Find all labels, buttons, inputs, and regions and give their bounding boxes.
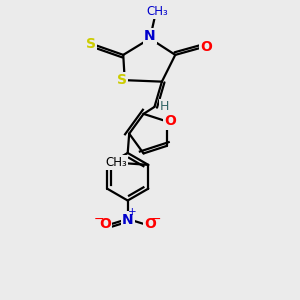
Text: H: H xyxy=(160,100,170,113)
Text: −: − xyxy=(94,212,104,226)
Text: +: + xyxy=(128,207,136,218)
Text: CH₃: CH₃ xyxy=(147,5,168,18)
Text: N: N xyxy=(122,212,134,226)
Text: S: S xyxy=(117,73,127,87)
Text: CH₃: CH₃ xyxy=(106,156,128,169)
Text: −: − xyxy=(151,212,161,226)
Text: O: O xyxy=(164,114,176,128)
Text: N: N xyxy=(144,29,156,43)
Text: O: O xyxy=(99,217,111,231)
Text: O: O xyxy=(144,217,156,231)
Text: S: S xyxy=(86,38,96,52)
Text: O: O xyxy=(200,40,212,55)
